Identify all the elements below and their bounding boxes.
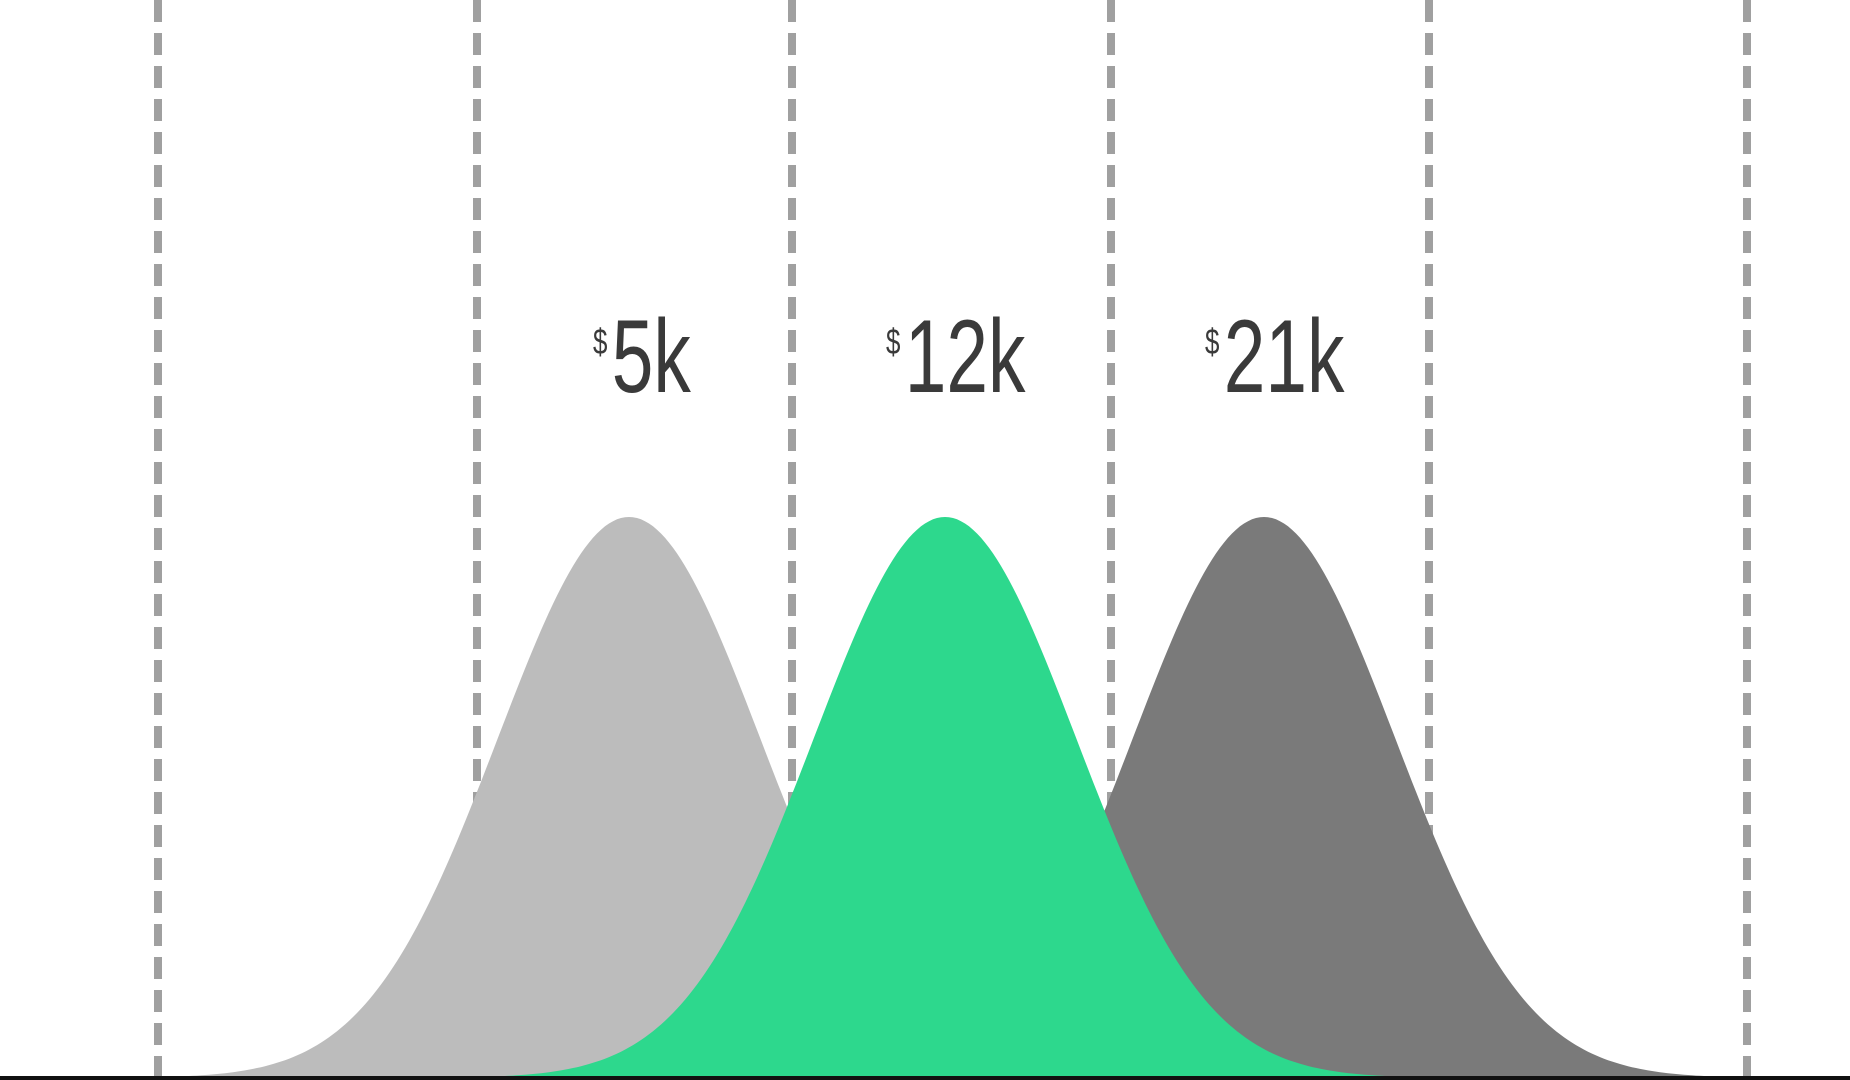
currency-symbol: $ [593,322,607,362]
bell-curve-high [772,517,1756,1078]
amount-label: 5k [612,299,692,415]
amount-label: 21k [1224,299,1345,415]
bell-curve-mid [453,517,1437,1078]
currency-symbol: $ [886,322,900,362]
label-high: $ 21k [1205,299,1345,415]
currency-symbol: $ [1205,322,1219,362]
amount-label: 12k [905,299,1026,415]
bell-curve-low [137,517,1121,1078]
label-low: $ 5k [593,299,691,415]
label-mid: $ 12k [886,299,1026,415]
divider-lines [154,0,1751,1080]
